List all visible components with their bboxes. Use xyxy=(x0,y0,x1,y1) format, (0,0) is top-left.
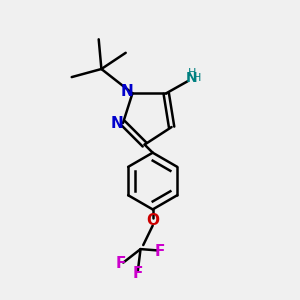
Text: N: N xyxy=(120,84,133,99)
Text: F: F xyxy=(155,244,165,259)
Text: H: H xyxy=(193,74,201,83)
Text: N: N xyxy=(111,116,123,130)
Text: F: F xyxy=(133,266,143,281)
Text: F: F xyxy=(116,256,126,272)
Text: O: O xyxy=(146,213,159,228)
Text: H: H xyxy=(188,68,196,78)
Text: N: N xyxy=(186,71,198,85)
